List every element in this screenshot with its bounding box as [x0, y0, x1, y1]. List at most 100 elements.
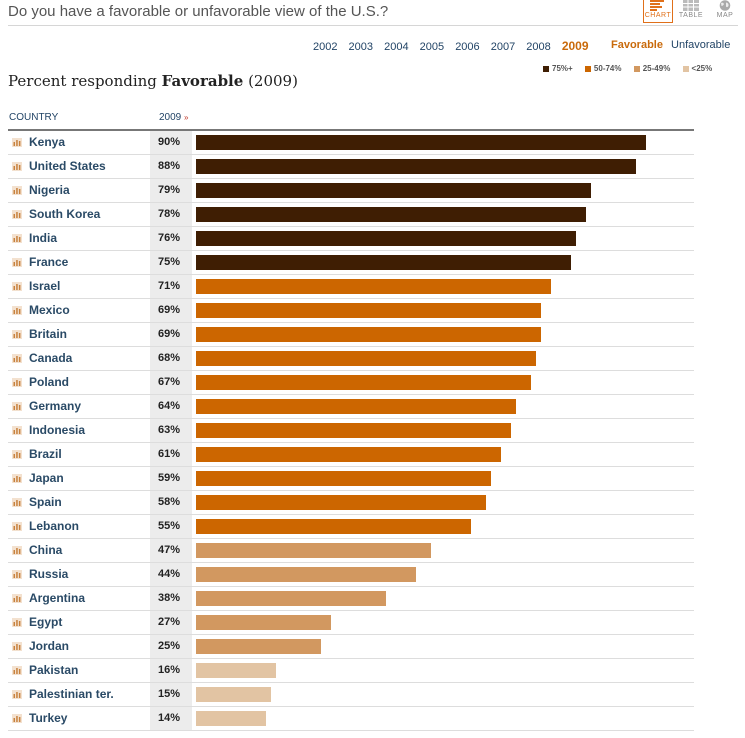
year-2004[interactable]: 2004	[384, 41, 409, 53]
country-chart-icon[interactable]	[12, 546, 22, 555]
year-2008[interactable]: 2008	[526, 41, 551, 53]
value-label: 55%	[158, 520, 181, 532]
chart-row: Mexico 69%	[8, 299, 694, 323]
column-header-year-label: 2009	[159, 112, 182, 123]
year-2002[interactable]: 2002	[313, 41, 338, 53]
country-label[interactable]: South Korea	[29, 207, 101, 221]
bar	[196, 327, 541, 342]
country-chart-icon[interactable]	[12, 402, 22, 411]
chart-row: Britain 69%	[8, 323, 694, 347]
bar	[196, 663, 276, 678]
chart-row: Poland 67%	[8, 371, 694, 395]
country-label[interactable]: Brazil	[29, 447, 62, 461]
country-label[interactable]: Turkey	[29, 711, 68, 725]
country-label[interactable]: United States	[29, 159, 106, 173]
bar	[196, 351, 536, 366]
country-label[interactable]: France	[29, 255, 69, 269]
year-selector: 2002 2003 2004 2005 2006 2007 2008 2009	[313, 39, 597, 53]
value-label: 90%	[158, 136, 181, 148]
country-label[interactable]: Britain	[29, 327, 68, 341]
chart-row: Turkey 14%	[8, 707, 694, 731]
year-2009[interactable]: 2009	[561, 39, 589, 53]
country-label[interactable]: Russia	[29, 567, 69, 581]
country-label[interactable]: Palestinian ter.	[29, 687, 114, 701]
country-chart-icon[interactable]	[12, 354, 22, 363]
country-chart-icon[interactable]	[12, 522, 22, 531]
favorable-option[interactable]: Favorable	[611, 39, 663, 51]
country-chart-icon[interactable]	[12, 618, 22, 627]
country-chart-icon[interactable]	[12, 714, 22, 723]
bar	[196, 471, 491, 486]
column-header-year[interactable]: 2009 »	[159, 112, 188, 123]
year-2006[interactable]: 2006	[455, 41, 480, 53]
country-chart-icon[interactable]	[12, 666, 22, 675]
country-label[interactable]: Japan	[29, 471, 64, 485]
value-label: 63%	[158, 424, 181, 436]
bar	[196, 687, 271, 702]
country-label[interactable]: India	[29, 231, 58, 245]
year-2007[interactable]: 2007	[490, 41, 516, 53]
value-label: 16%	[158, 664, 181, 676]
country-chart-icon[interactable]	[12, 186, 22, 195]
sort-arrow-icon: »	[184, 113, 189, 122]
value-label: 88%	[158, 160, 181, 172]
chart-row: Israel 71%	[8, 275, 694, 299]
chart-row: China 47%	[8, 539, 694, 563]
bar	[196, 255, 571, 270]
country-chart-icon[interactable]	[12, 474, 22, 483]
map-view-button[interactable]: MAP	[711, 0, 739, 22]
country-chart-icon[interactable]	[12, 306, 22, 315]
country-label[interactable]: Poland	[29, 375, 70, 389]
country-chart-icon[interactable]	[12, 426, 22, 435]
chart-row: Jordan 25%	[8, 635, 694, 659]
country-chart-icon[interactable]	[12, 210, 22, 219]
bar	[196, 303, 541, 318]
country-label[interactable]: Canada	[29, 351, 73, 365]
country-label[interactable]: Nigeria	[29, 183, 70, 197]
country-label[interactable]: Israel	[29, 279, 61, 293]
country-chart-icon[interactable]	[12, 690, 22, 699]
country-label[interactable]: Germany	[29, 399, 82, 413]
country-chart-icon[interactable]	[12, 330, 22, 339]
country-chart-icon[interactable]	[12, 570, 22, 579]
bar	[196, 207, 586, 222]
country-chart-icon[interactable]	[12, 450, 22, 459]
map-view-label: MAP	[716, 12, 734, 19]
country-label[interactable]: Egypt	[29, 615, 63, 629]
chart-view-button[interactable]: CHART	[643, 0, 673, 23]
unfavorable-option[interactable]: Unfavorable	[671, 39, 731, 51]
country-chart-icon[interactable]	[12, 138, 22, 147]
chart-row: South Korea 78%	[8, 203, 694, 227]
country-label[interactable]: Argentina	[29, 591, 86, 605]
country-label[interactable]: Kenya	[29, 135, 66, 149]
country-chart-icon[interactable]	[12, 594, 22, 603]
bar	[196, 135, 646, 150]
country-label[interactable]: China	[29, 543, 63, 557]
country-label[interactable]: Jordan	[29, 639, 70, 653]
column-header-country[interactable]: COUNTRY	[9, 112, 59, 123]
country-chart-icon[interactable]	[12, 282, 22, 291]
country-label[interactable]: Spain	[29, 495, 62, 509]
chart-row: Germany 64%	[8, 395, 694, 419]
value-label: 64%	[158, 400, 181, 412]
country-chart-icon[interactable]	[12, 378, 22, 387]
country-label[interactable]: Mexico	[29, 303, 70, 317]
country-label[interactable]: Pakistan	[29, 663, 79, 677]
country-chart-icon[interactable]	[12, 234, 22, 243]
legend-item-50-74: 50-74%	[584, 64, 622, 73]
value-label: 59%	[158, 472, 181, 484]
country-chart-icon[interactable]	[12, 258, 22, 267]
country-label[interactable]: Lebanon	[29, 519, 79, 533]
chart-row: Canada 68%	[8, 347, 694, 371]
chart-row: Argentina 38%	[8, 587, 694, 611]
legend-item-under-25: <25%	[682, 64, 712, 73]
country-chart-icon[interactable]	[12, 498, 22, 507]
country-chart-icon[interactable]	[12, 162, 22, 171]
country-label[interactable]: Indonesia	[29, 423, 86, 437]
chart-row: Japan 59%	[8, 467, 694, 491]
table-view-button[interactable]: TABLE	[677, 0, 705, 22]
year-2005[interactable]: 2005	[419, 41, 445, 53]
year-2003[interactable]: 2003	[348, 41, 374, 53]
chart-row: Nigeria 79%	[8, 179, 694, 203]
country-chart-icon[interactable]	[12, 642, 22, 651]
